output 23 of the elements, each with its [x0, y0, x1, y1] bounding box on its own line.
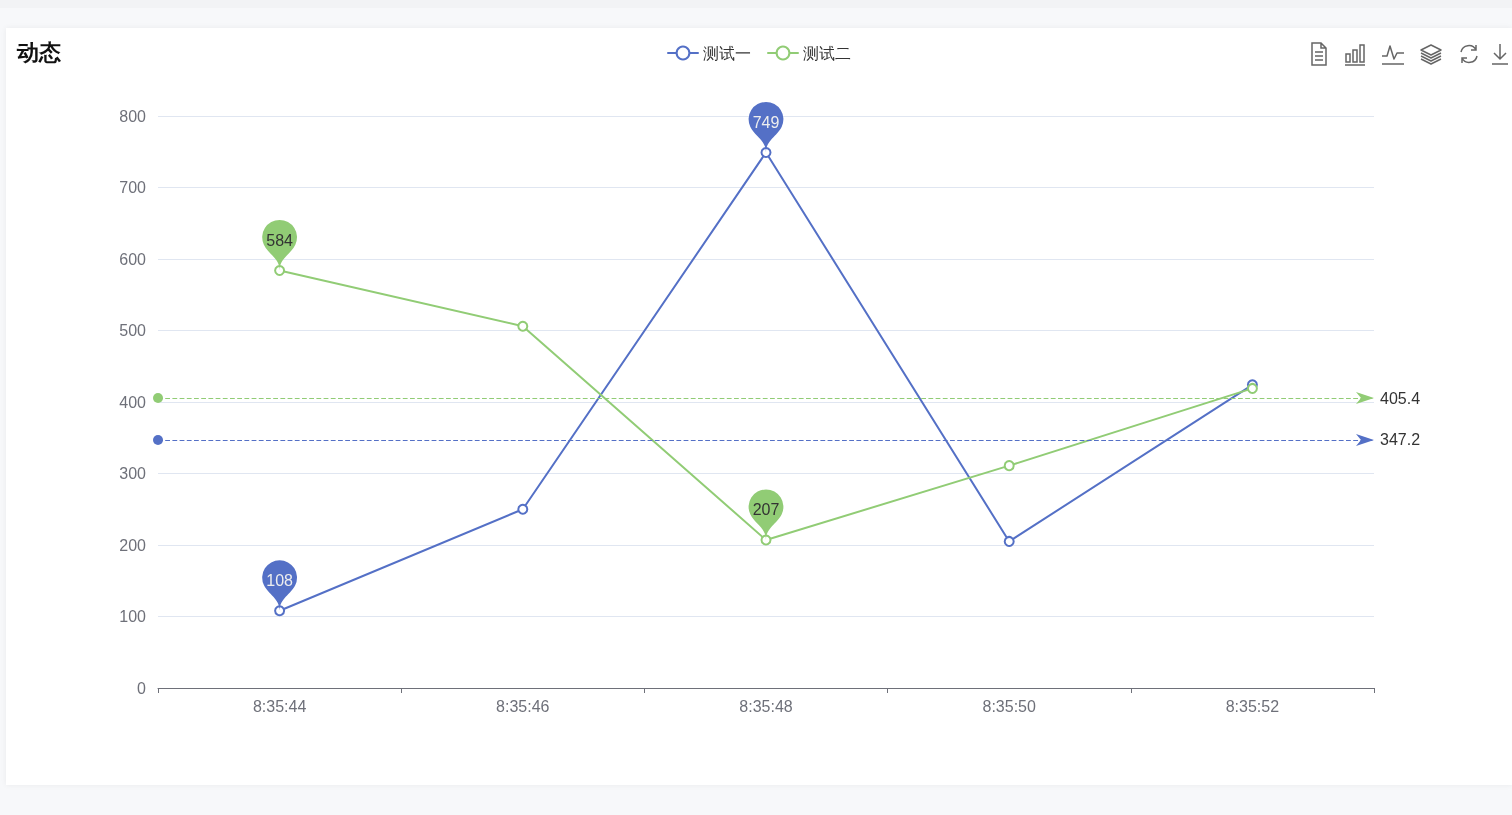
x-tick-label: 8:35:50 — [982, 697, 1036, 715]
data-label: 108 — [266, 571, 294, 589]
legend-label: 测试一 — [703, 44, 751, 62]
y-tick-label: 300 — [119, 465, 147, 482]
x-tick-label: 8:35:46 — [496, 697, 550, 715]
data-label: 749 — [752, 113, 780, 131]
legend-label: 测试二 — [803, 44, 851, 62]
y-tick-label: 200 — [119, 536, 147, 554]
y-tick-label: 700 — [119, 179, 147, 196]
y-tick-label: 800 — [119, 107, 147, 125]
y-tick-label: 600 — [119, 250, 147, 268]
y-tick-label: 400 — [119, 393, 147, 411]
y-tick-label: 500 — [119, 322, 147, 339]
x-tick-label: 8:35:48 — [739, 697, 793, 715]
y-tick-label: 0 — [137, 679, 147, 697]
chart-title: 动态 — [16, 39, 61, 65]
ref-line-label: 347.2 — [1380, 431, 1421, 449]
y-tick-label: 100 — [119, 608, 147, 625]
x-tick-label: 8:35:52 — [1225, 697, 1280, 715]
x-tick-label: 8:35:44 — [252, 697, 307, 715]
data-label: 207 — [752, 501, 780, 519]
ref-line-label: 405.4 — [1380, 389, 1421, 407]
data-label: 584 — [266, 231, 294, 249]
